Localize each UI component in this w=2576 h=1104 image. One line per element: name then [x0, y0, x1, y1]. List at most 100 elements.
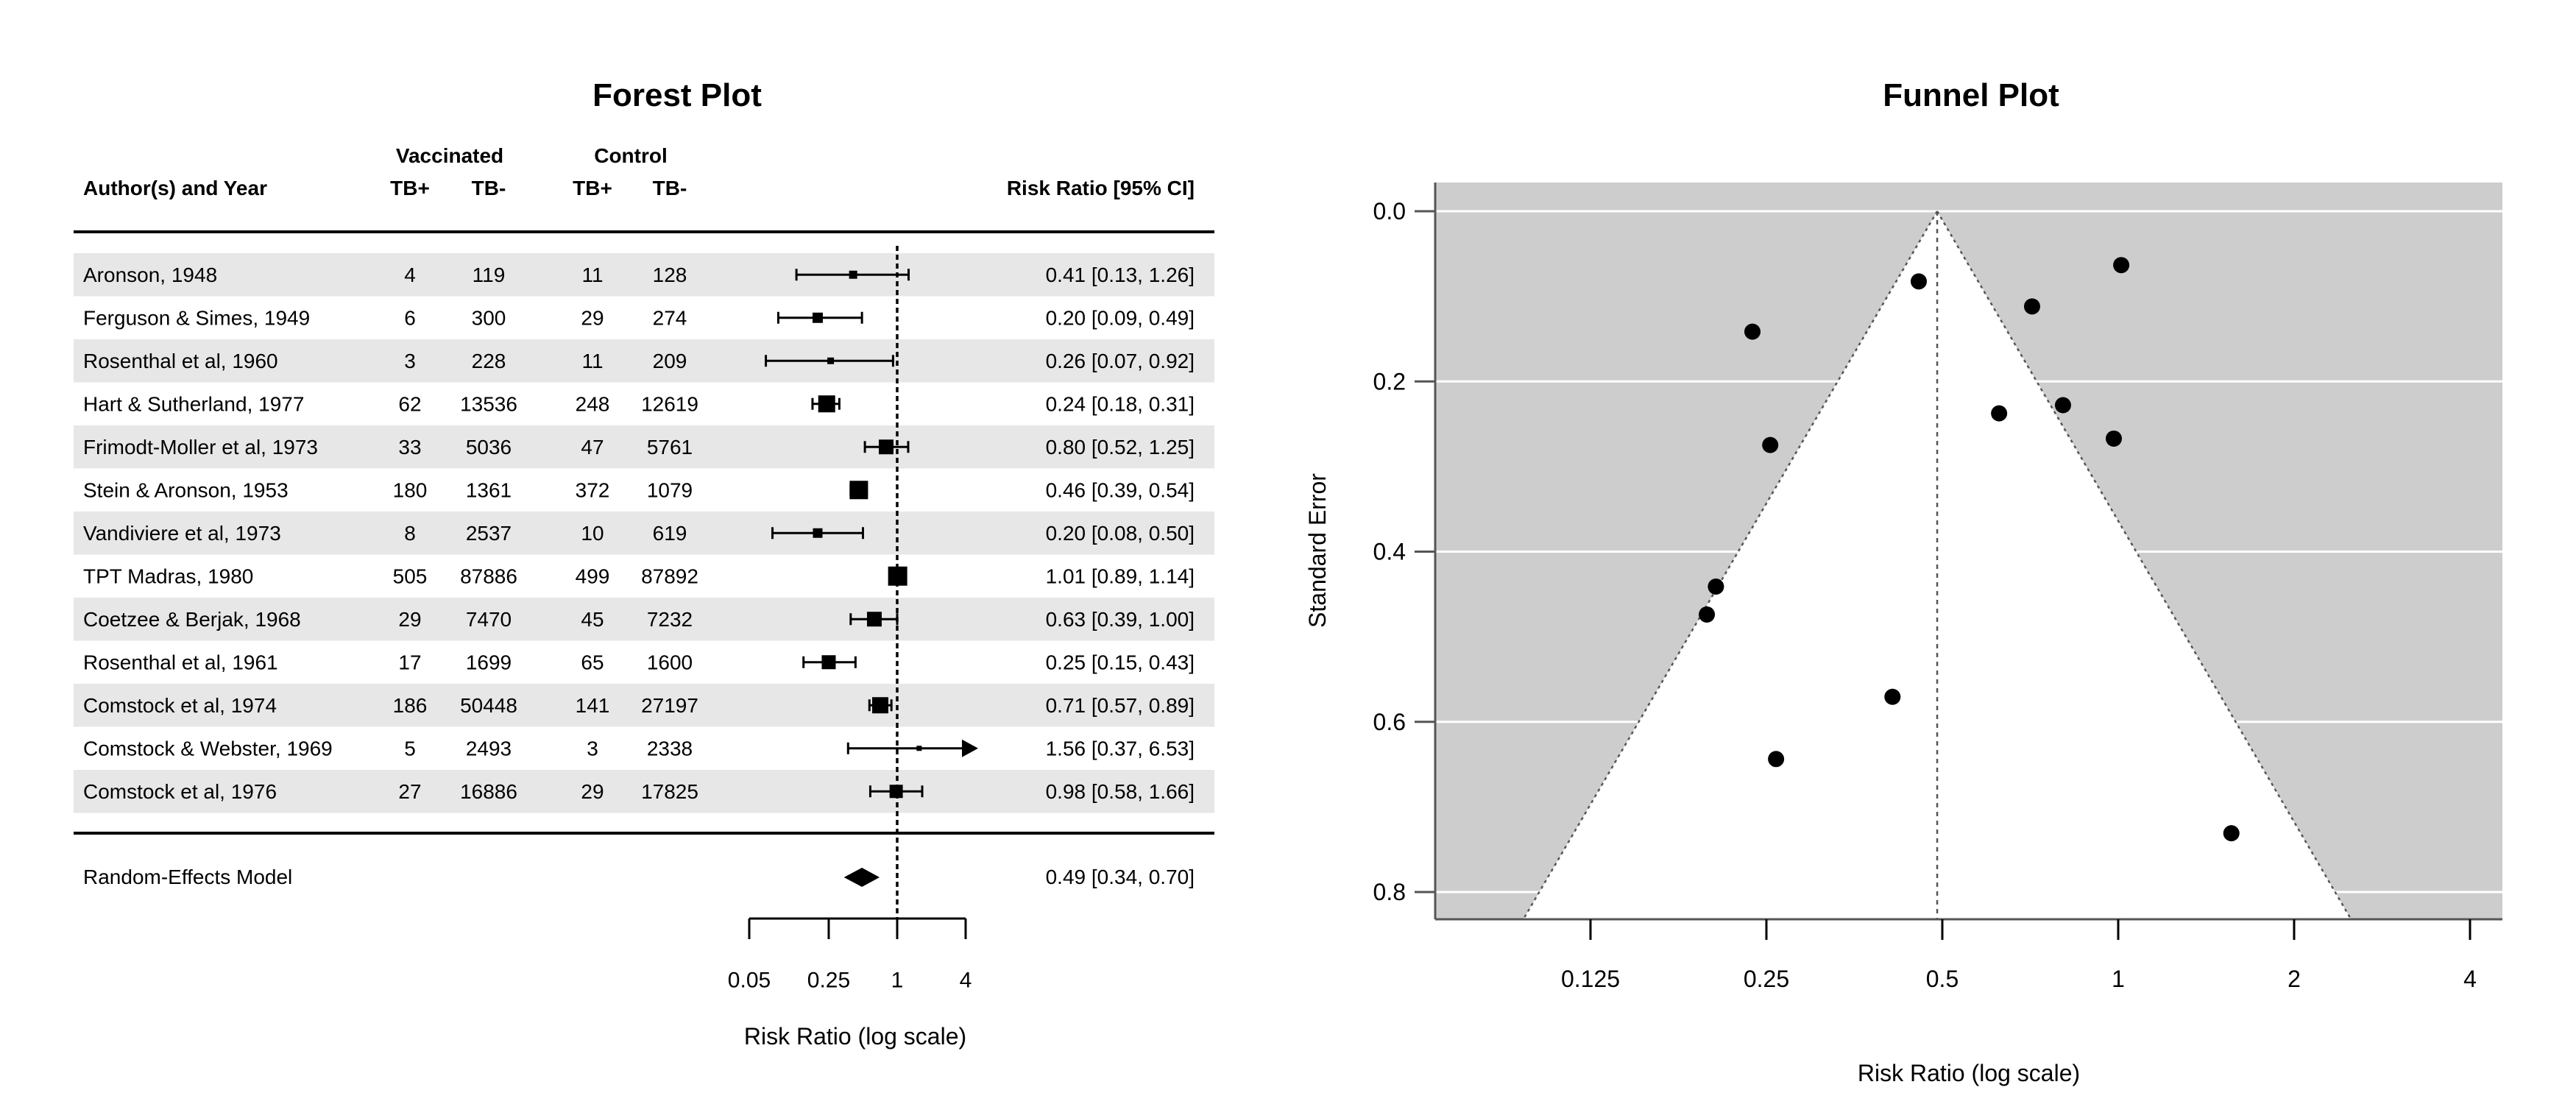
- funnel-plot-title: Funnel Plot: [1883, 77, 2059, 113]
- forest-row-control-tb-pos: 3: [587, 737, 598, 760]
- forest-row-control-tb-pos: 29: [581, 306, 604, 329]
- forest-row-control-tb-neg: 17825: [641, 780, 698, 803]
- funnel-y-axis-tick-label: 0.0: [1373, 198, 1406, 224]
- forest-row-rr-ci: 0.26 [0.07, 0.92]: [1046, 350, 1195, 372]
- funnel-study-point: [1744, 323, 1761, 340]
- forest-row-author: Hart & Sutherland, 1977: [83, 392, 304, 415]
- forest-row-rr-ci: 0.20 [0.08, 0.50]: [1046, 522, 1195, 545]
- forest-row-control-tb-pos: 11: [581, 350, 603, 372]
- forest-ci-arrowhead: [962, 739, 978, 757]
- funnel-study-point: [1768, 751, 1785, 768]
- forest-row-author: Aronson, 1948: [83, 263, 217, 286]
- forest-row-vaccinated-tb-neg: 50448: [460, 694, 517, 717]
- forest-row-vaccinated-tb-pos: 29: [398, 608, 421, 631]
- forest-row-vaccinated-tb-pos: 8: [404, 522, 416, 545]
- forest-row-vaccinated-tb-pos: 4: [404, 263, 416, 286]
- forest-row-stripe: [74, 770, 1214, 813]
- forest-row-vaccinated-tb-pos: 62: [398, 392, 421, 415]
- forest-x-axis-tick-label: 4: [960, 969, 972, 993]
- forest-plot-title: Forest Plot: [592, 77, 762, 113]
- forest-row-stripe: [74, 253, 1214, 297]
- forest-row-stripe: [74, 598, 1214, 641]
- forest-column-group-control: Control: [594, 144, 668, 167]
- forest-row-control-tb-neg: 1079: [647, 478, 693, 501]
- forest-row-vaccinated-tb-pos: 17: [398, 651, 421, 673]
- forest-row-vaccinated-tb-neg: 119: [473, 263, 506, 286]
- forest-row-control-tb-pos: 47: [581, 436, 604, 459]
- forest-row-rr-ci: 0.41 [0.13, 1.26]: [1046, 263, 1195, 286]
- forest-row-vaccinated-tb-pos: 6: [404, 306, 416, 329]
- funnel-study-point: [2023, 298, 2040, 315]
- funnel-x-axis-tick-label: 1: [2112, 966, 2125, 992]
- forest-row-vaccinated-tb-pos: 33: [398, 436, 421, 459]
- forest-row-stripe: [74, 339, 1214, 383]
- forest-row-control-tb-pos: 11: [581, 263, 603, 286]
- forest-row-vaccinated-tb-pos: 186: [393, 694, 428, 717]
- forest-row-stripe: [74, 684, 1214, 727]
- forest-row-control-tb-pos: 10: [581, 522, 604, 545]
- forest-row-author: Coetzee & Berjak, 1968: [83, 608, 301, 631]
- funnel-y-axis-tick-label: 0.8: [1373, 879, 1406, 905]
- forest-column-control-tb-neg: TB-: [652, 177, 687, 199]
- funnel-x-axis-title: Risk Ratio (log scale): [1857, 1060, 2081, 1086]
- forest-row-rr-ci: 0.46 [0.39, 0.54]: [1046, 478, 1195, 501]
- forest-row-author: Comstock et al, 1976: [83, 780, 277, 803]
- forest-row-rr-ci: 1.56 [0.37, 6.53]: [1046, 737, 1195, 760]
- funnel-x-axis-tick-label: 2: [2287, 966, 2301, 992]
- forest-column-control-tb-pos: TB+: [573, 177, 612, 199]
- forest-row-stripe: [74, 512, 1214, 555]
- forest-summary-label: Random-Effects Model: [83, 866, 293, 888]
- forest-row-rr-ci: 0.20 [0.09, 0.49]: [1046, 306, 1195, 329]
- funnel-study-point: [1762, 436, 1779, 453]
- forest-row-rr-ci: 0.98 [0.58, 1.66]: [1046, 780, 1195, 803]
- funnel-x-axis-tick-label: 0.25: [1744, 966, 1789, 992]
- funnel-x-axis-tick-label: 4: [2463, 966, 2477, 992]
- forest-row-control-tb-neg: 619: [653, 522, 687, 545]
- forest-row-vaccinated-tb-neg: 1361: [466, 478, 512, 501]
- funnel-y-axis-title: Standard Error: [1304, 473, 1331, 628]
- forest-row-control-tb-pos: 45: [581, 608, 604, 631]
- forest-effect-square: [889, 785, 903, 799]
- forest-row-vaccinated-tb-neg: 87886: [460, 565, 517, 587]
- forest-row-author: Comstock & Webster, 1969: [83, 737, 333, 760]
- funnel-study-point: [1884, 688, 1901, 705]
- forest-column-risk-ratio: Risk Ratio [95% CI]: [1006, 177, 1195, 199]
- forest-row-vaccinated-tb-neg: 16886: [460, 780, 517, 803]
- forest-row-control-tb-pos: 29: [581, 780, 604, 803]
- forest-row-vaccinated-tb-neg: 7470: [466, 608, 512, 631]
- forest-row-control-tb-neg: 128: [653, 263, 687, 286]
- forest-column-vaccinated-tb-neg: TB-: [471, 177, 506, 199]
- forest-row-author: Ferguson & Simes, 1949: [83, 306, 310, 329]
- forest-effect-square: [916, 746, 922, 751]
- forest-x-axis-tick-label: 0.05: [728, 969, 771, 993]
- funnel-study-point: [2106, 430, 2123, 447]
- forest-effect-square: [866, 612, 882, 627]
- forest-effect-square: [849, 270, 857, 279]
- forest-row-control-tb-neg: 1600: [647, 651, 693, 673]
- forest-column-author: Author(s) and Year: [83, 177, 267, 199]
- funnel-study-point: [1699, 606, 1716, 623]
- forest-summary-diamond: [843, 868, 880, 887]
- funnel-study-point: [1911, 273, 1928, 290]
- forest-row-rr-ci: 0.71 [0.57, 0.89]: [1046, 694, 1195, 717]
- forest-effect-square: [888, 566, 907, 586]
- forest-effect-square: [872, 697, 889, 714]
- funnel-study-point: [1708, 578, 1724, 595]
- forest-row-stripe: [74, 425, 1214, 469]
- forest-x-axis-tick-label: 1: [891, 969, 904, 993]
- forest-row-author: Rosenthal et al, 1961: [83, 651, 278, 673]
- funnel-y-axis-tick-label: 0.6: [1373, 709, 1406, 735]
- forest-row-control-tb-neg: 209: [653, 350, 687, 372]
- forest-column-vaccinated-tb-pos: TB+: [390, 177, 430, 199]
- forest-row-rr-ci: 0.80 [0.52, 1.25]: [1046, 436, 1195, 459]
- forest-row-vaccinated-tb-neg: 13536: [460, 392, 517, 415]
- forest-row-control-tb-neg: 2338: [647, 737, 693, 760]
- forest-row-control-tb-neg: 27197: [641, 694, 698, 717]
- forest-effect-square: [849, 481, 868, 500]
- forest-row-author: TPT Madras, 1980: [83, 565, 253, 587]
- forest-effect-square: [879, 439, 894, 455]
- forest-row-vaccinated-tb-neg: 5036: [466, 436, 512, 459]
- forest-row-vaccinated-tb-neg: 228: [472, 350, 506, 372]
- forest-row-control-tb-neg: 5761: [647, 436, 693, 459]
